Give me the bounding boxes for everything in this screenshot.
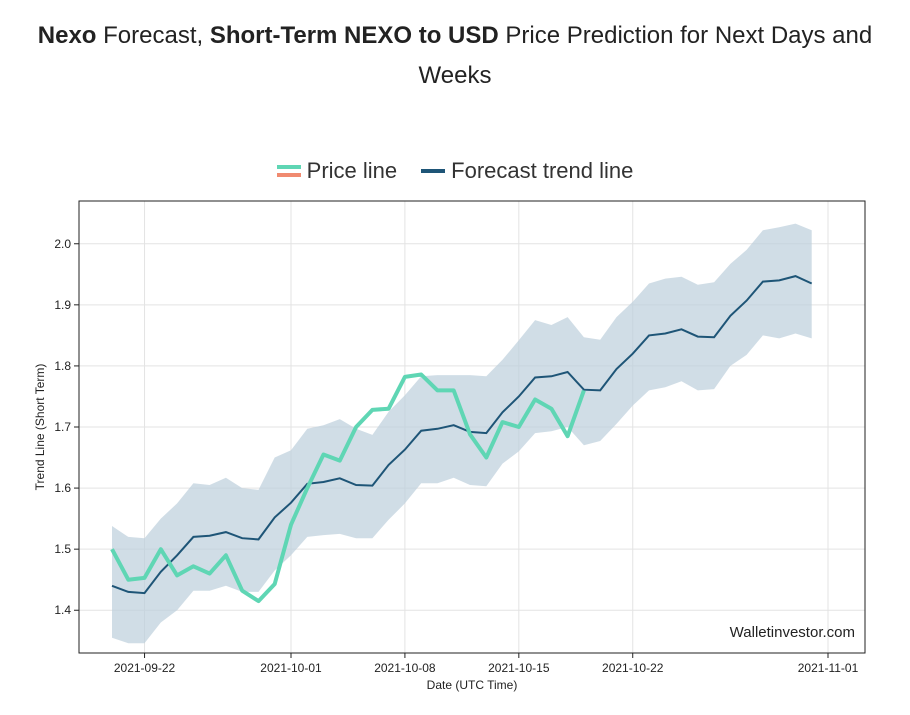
title-brand: Nexo (37, 22, 97, 49)
title-text-1: Forecast, (96, 22, 210, 49)
forecast-swatch (421, 169, 446, 173)
y-tick-label: 1.9 (54, 298, 71, 312)
x-tick-label: 2021-10-01 (260, 661, 322, 675)
y-tick-label: 1.5 (54, 542, 71, 556)
title-text-2: Price Prediction for Next Days and Weeks (418, 22, 873, 89)
y-tick-label: 1.4 (54, 603, 71, 617)
x-tick-label: 2021-10-15 (488, 661, 550, 675)
page-title: Nexo Forecast, Short-Term NEXO to USD Pr… (20, 16, 890, 96)
x-axis-label: Date (UTC Time) (427, 678, 518, 692)
legend-price[interactable]: Price line (276, 158, 398, 184)
y-axis-ticks: 1.4 1.5 1.6 1.7 1.8 1.9 2.0 (54, 237, 79, 617)
x-axis-ticks: 2021-09-22 2021-10-01 2021-10-08 2021-10-15… (114, 653, 859, 675)
legend-price-swatch (276, 165, 301, 177)
forecast-trend-line (111, 275, 813, 595)
confidence-band (112, 223, 812, 644)
legend-forecast-label: Forecast trend line (451, 158, 634, 183)
x-tick-label: 2021-09-22 (114, 661, 176, 675)
title-pair: Short-Term NEXO to USD (209, 22, 499, 49)
x-tick-label: 2021-10-22 (602, 661, 664, 675)
legend-price-label: Price line (306, 158, 398, 183)
x-tick-label: 2021-10-08 (374, 661, 436, 675)
chart-legend: Price line Forecast trend line (0, 158, 910, 184)
y-axis-label: Trend Line (Short Term) (33, 364, 47, 491)
watermark: Walletinvestor.com (730, 624, 855, 641)
price-line (110, 372, 586, 604)
legend-forecast[interactable]: Forecast trend line (421, 158, 633, 184)
y-tick-label: 1.6 (54, 481, 71, 495)
x-tick-label: 2021-11-01 (798, 661, 859, 675)
y-tick-label: 1.7 (54, 420, 71, 434)
price-swatch-orange (276, 173, 301, 177)
y-tick-label: 1.8 (54, 359, 71, 373)
price-swatch-green (276, 165, 301, 169)
y-tick-label: 2.0 (54, 237, 71, 251)
